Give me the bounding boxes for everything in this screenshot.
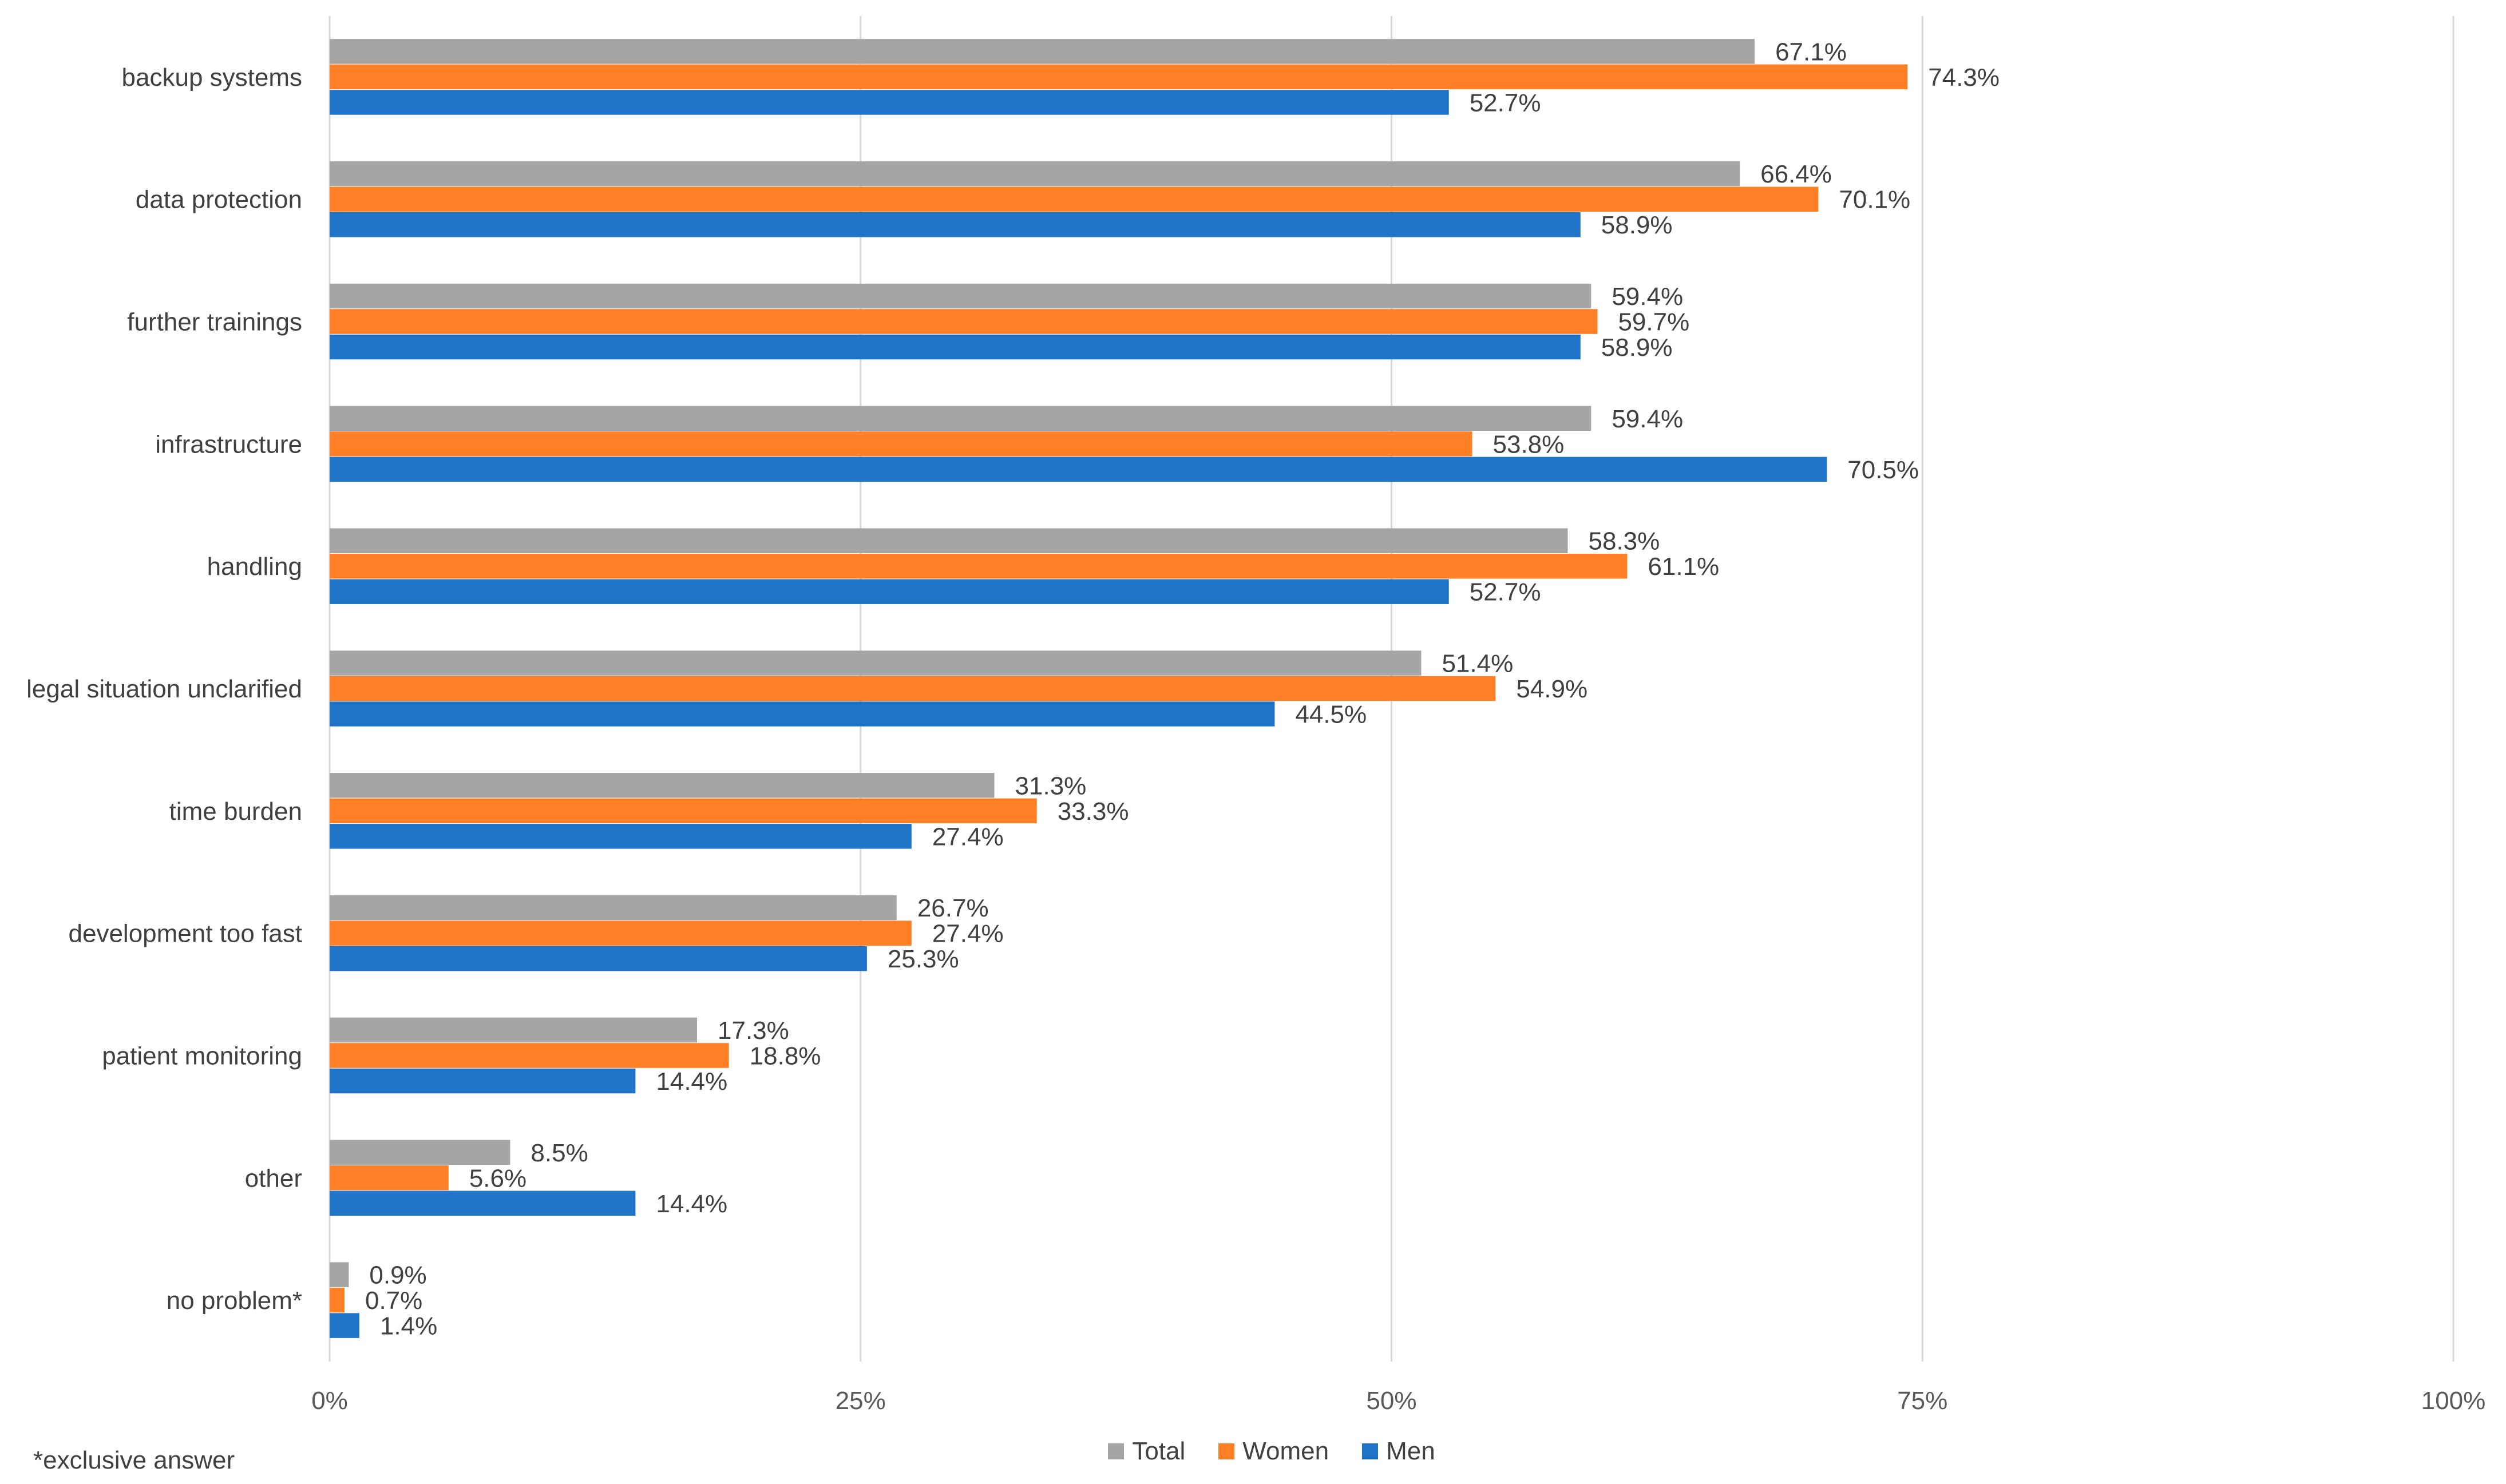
bar	[330, 90, 1449, 115]
category-label: other	[245, 1164, 302, 1192]
legend-swatch-men	[1362, 1443, 1379, 1459]
data-label: 33.3%	[1058, 797, 1129, 826]
data-label: 66.4%	[1760, 160, 1832, 188]
bar	[330, 1140, 510, 1165]
bar	[330, 773, 995, 798]
data-label: 74.3%	[1928, 64, 2000, 92]
bar	[330, 1017, 698, 1043]
bar	[330, 1165, 449, 1191]
legend-item-men: Men	[1362, 1437, 1435, 1466]
data-label: 54.9%	[1516, 675, 1587, 703]
data-label: 0.7%	[365, 1287, 422, 1315]
category-label: time burden	[169, 797, 302, 826]
data-label: 27.4%	[932, 823, 1004, 851]
category-label: no problem*	[167, 1287, 302, 1315]
category-label: data protection	[136, 186, 302, 214]
data-label: 70.5%	[1847, 456, 1919, 484]
category-label: further trainings	[127, 308, 302, 336]
data-label: 25.3%	[888, 945, 959, 973]
bar	[330, 212, 1581, 237]
category-label: development too fast	[69, 920, 302, 948]
data-label: 53.8%	[1493, 430, 1565, 458]
bar	[330, 457, 1827, 482]
bar	[330, 920, 912, 946]
bar	[330, 1191, 636, 1216]
x-tick-label: 100%	[2421, 1387, 2486, 1415]
data-label: 58.9%	[1601, 211, 1673, 239]
bar	[330, 187, 1819, 212]
data-label: 59.4%	[1612, 283, 1683, 311]
data-label: 14.4%	[656, 1190, 727, 1218]
data-label: 70.1%	[1839, 186, 1910, 214]
data-label: 27.4%	[932, 920, 1004, 948]
legend-label-women: Women	[1242, 1437, 1329, 1465]
x-tick-label: 0%	[311, 1387, 348, 1415]
category-label: legal situation unclarified	[26, 675, 302, 703]
bar	[330, 1068, 636, 1094]
category-label: patient monitoring	[102, 1042, 302, 1070]
data-label: 51.4%	[1442, 650, 1513, 678]
bar	[330, 334, 1581, 360]
data-label: 5.6%	[469, 1164, 526, 1192]
bar	[330, 283, 1592, 309]
category-label: backup systems	[122, 64, 302, 92]
x-tick-label: 75%	[1897, 1387, 1947, 1415]
bar	[330, 1313, 359, 1338]
legend-item-women: Women	[1218, 1437, 1329, 1466]
data-label: 8.5%	[531, 1139, 588, 1167]
legend-item-total: Total	[1108, 1437, 1185, 1466]
data-label: 26.7%	[917, 894, 989, 922]
bar	[330, 528, 1568, 553]
legend-label-men: Men	[1386, 1437, 1435, 1465]
bar	[330, 431, 1472, 457]
bar	[330, 161, 1740, 187]
data-label: 18.8%	[750, 1042, 821, 1070]
data-label: 58.9%	[1601, 334, 1673, 362]
data-label: 1.4%	[380, 1312, 437, 1340]
data-label: 31.3%	[1015, 772, 1087, 800]
legend: Total Women Men	[0, 1437, 2506, 1466]
data-label: 61.1%	[1648, 553, 1719, 581]
x-tick-label: 50%	[1366, 1387, 1416, 1415]
bar	[330, 824, 912, 849]
data-label: 14.4%	[656, 1068, 727, 1096]
bar	[330, 64, 1908, 90]
category-label: handling	[207, 553, 302, 581]
bar	[330, 39, 1755, 64]
data-label: 59.7%	[1618, 308, 1689, 336]
data-label: 44.5%	[1295, 701, 1367, 729]
data-label: 67.1%	[1775, 38, 1847, 66]
data-label: 52.7%	[1470, 578, 1541, 606]
category-label: infrastructure	[155, 430, 302, 458]
bar	[330, 309, 1598, 334]
bar	[330, 798, 1037, 824]
bar	[330, 1043, 729, 1068]
bar	[330, 650, 1422, 676]
data-label: 17.3%	[718, 1017, 789, 1045]
bar	[330, 895, 897, 920]
data-label: 0.9%	[369, 1261, 426, 1289]
data-label: 59.4%	[1612, 405, 1683, 433]
bar	[330, 701, 1275, 727]
x-tick-label: 25%	[836, 1387, 886, 1415]
bar	[330, 553, 1628, 579]
bar	[330, 1287, 345, 1313]
bar	[330, 676, 1496, 701]
legend-swatch-women	[1218, 1443, 1235, 1459]
bar	[330, 946, 867, 971]
data-label: 52.7%	[1470, 89, 1541, 117]
legend-label-total: Total	[1132, 1437, 1186, 1465]
bar	[330, 1262, 349, 1287]
bar	[330, 579, 1449, 604]
data-label: 58.3%	[1589, 527, 1660, 555]
legend-swatch-total	[1108, 1443, 1125, 1459]
bar	[330, 406, 1592, 431]
footnote: *exclusive answer	[33, 1446, 235, 1474]
